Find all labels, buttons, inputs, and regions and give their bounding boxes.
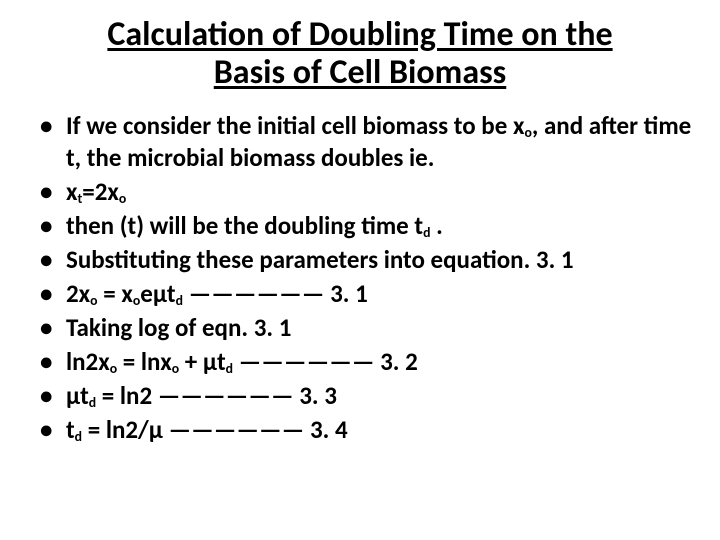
subscript-text: d xyxy=(89,394,96,411)
bullet-item: ln2xo = lnxo + µtd —————— 3. 2 xyxy=(40,346,692,378)
slide: Calculation of Doubling Time on the Basi… xyxy=(0,0,720,540)
subscript-text: d xyxy=(423,224,430,241)
bullet-text: —————— 3. 2 xyxy=(233,346,418,377)
bullet-text: 2x xyxy=(66,278,90,309)
bullet-text: = lnx xyxy=(117,346,172,377)
subscript-text: o xyxy=(90,292,97,309)
bullet-item: If we consider the initial cell biomass … xyxy=(40,110,692,174)
title-line-1: Calculation of Doubling Time on the xyxy=(40,16,680,54)
bullet-text: Substituting these parameters into equat… xyxy=(66,244,574,275)
bullet-item: xt=2xo xyxy=(40,176,692,208)
subscript-text: d xyxy=(226,360,233,377)
bullet-text: = x xyxy=(98,278,133,309)
subscript-text: o xyxy=(110,360,117,377)
bullet-list: If we consider the initial cell biomass … xyxy=(28,110,692,446)
subscript-text: t xyxy=(78,190,83,207)
bullet-text: µt xyxy=(66,380,89,411)
bullet-item: Taking log of eqn. 3. 1 xyxy=(40,312,692,344)
bullet-item: 2xo = xoeµtd —————— 3. 1 xyxy=(40,278,692,310)
bullet-text: = ln2/µ —————— 3. 4 xyxy=(82,414,348,445)
bullet-item: then (t) will be the doubling time td . xyxy=(40,210,692,242)
bullet-text: eµt xyxy=(140,278,175,309)
bullet-item: Substituting these parameters into equat… xyxy=(40,244,692,276)
subscript-text: o xyxy=(133,292,140,309)
subscript-text: o xyxy=(172,360,179,377)
bullet-text: =2x xyxy=(82,176,119,207)
bullet-text: ln2x xyxy=(66,346,110,377)
bullet-text: If we consider the initial cell biomass … xyxy=(66,110,524,141)
bullet-text: = ln2 —————— 3. 3 xyxy=(96,380,337,411)
subscript-text: d xyxy=(176,292,183,309)
bullet-text: t xyxy=(66,414,75,445)
subscript-text: o xyxy=(524,124,531,141)
bullet-text: then (t) will be the doubling time t xyxy=(66,210,423,241)
bullet-item: td = ln2/µ —————— 3. 4 xyxy=(40,414,692,446)
bullet-text: + µt xyxy=(179,346,226,377)
title-line-2: Basis of Cell Biomass xyxy=(40,54,680,92)
subscript-text: d xyxy=(75,428,82,445)
bullet-text: Taking log of eqn. 3. 1 xyxy=(66,312,291,343)
bullet-text: . xyxy=(430,210,442,241)
bullet-text: —————— 3. 1 xyxy=(183,278,368,309)
bullet-text: x xyxy=(66,176,78,207)
subscript-text: o xyxy=(119,190,126,207)
slide-title: Calculation of Doubling Time on the Basi… xyxy=(40,16,680,92)
bullet-item: µtd = ln2 —————— 3. 3 xyxy=(40,380,692,412)
